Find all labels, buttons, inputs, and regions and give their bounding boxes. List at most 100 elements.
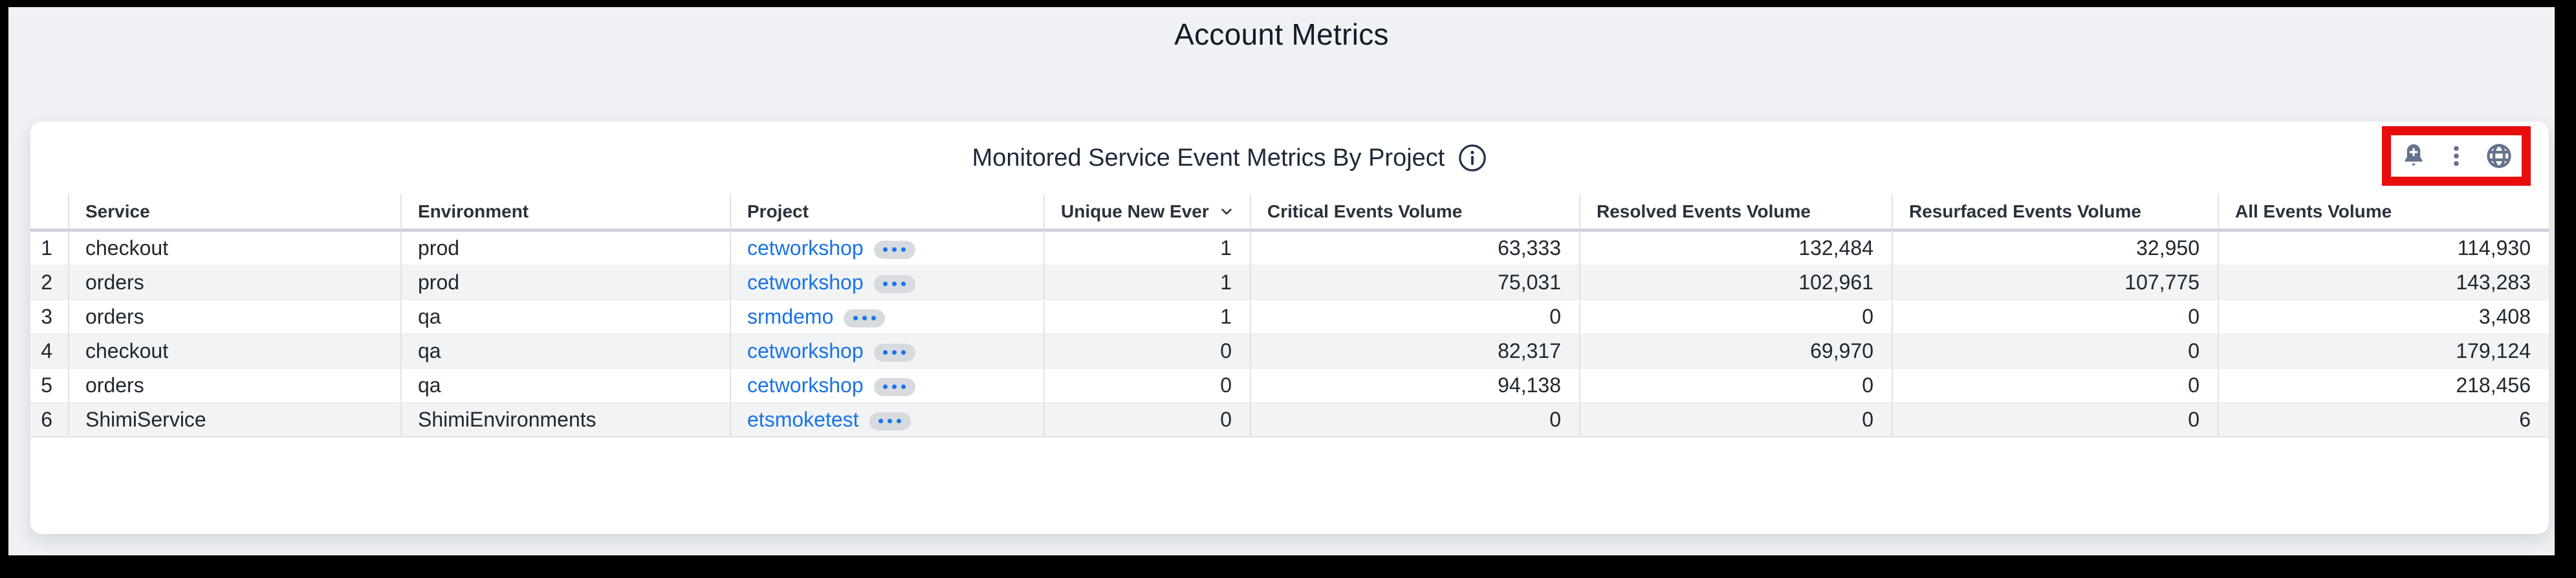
- column-label: Environment: [418, 201, 529, 221]
- ellipsis-pill[interactable]: [873, 343, 915, 362]
- cell-critical: 75,031: [1250, 266, 1579, 300]
- widget-header: Monitored Service Event Metrics By Proje…: [30, 122, 2549, 194]
- metrics-table: Service Environment Project Unique New Ever…: [30, 194, 2549, 438]
- column-label: Resurfaced Events Volume: [1909, 201, 2141, 221]
- cell-project: cetworkshop: [730, 335, 1043, 369]
- cell-resurfaced: 0: [1892, 335, 2218, 369]
- globe-button[interactable]: [2485, 142, 2513, 170]
- kebab-menu-icon: [2454, 146, 2459, 166]
- cell-unique: 1: [1043, 266, 1250, 300]
- widget-card: Monitored Service Event Metrics By Proje…: [30, 122, 2549, 534]
- cell-service: orders: [68, 369, 400, 403]
- cell-critical: 0: [1250, 403, 1579, 438]
- cell-project: cetworkshop: [730, 369, 1043, 403]
- cell-service: orders: [68, 300, 400, 335]
- ellipsis-pill[interactable]: [869, 412, 911, 430]
- cell-service: checkout: [68, 335, 400, 369]
- cell-environment: qa: [400, 335, 730, 369]
- cell-resolved: 0: [1579, 403, 1892, 438]
- ellipsis-pill[interactable]: [873, 274, 915, 293]
- column-header-project[interactable]: Project: [730, 194, 1043, 232]
- cell-unique: 0: [1043, 369, 1250, 403]
- column-label: Project: [747, 201, 809, 221]
- column-header-resurfaced[interactable]: Resurfaced Events Volume: [1892, 194, 2218, 232]
- cell-environment: qa: [400, 369, 730, 403]
- column-header-environment[interactable]: Environment: [400, 194, 730, 232]
- cell-unique: 1: [1043, 300, 1250, 335]
- column-label: Critical Events Volume: [1267, 201, 1463, 221]
- ellipsis-pill[interactable]: [873, 377, 915, 396]
- column-header-unique[interactable]: Unique New Ever: [1043, 194, 1250, 232]
- table-row: 6 ShimiService ShimiEnvironments etsmoketes…: [30, 403, 2549, 438]
- page-title: Account Metrics: [1174, 17, 1389, 51]
- project-link[interactable]: cetworkshop: [747, 339, 864, 362]
- globe-icon: [2487, 144, 2511, 168]
- cell-resurfaced: 0: [1892, 369, 2218, 403]
- column-header-critical[interactable]: Critical Events Volume: [1250, 194, 1579, 232]
- cell-environment: qa: [400, 300, 730, 335]
- project-link[interactable]: cetworkshop: [747, 271, 864, 294]
- cell-all: 3,408: [2218, 300, 2549, 335]
- column-label: Resolved Events Volume: [1597, 201, 1811, 221]
- bell-plus-icon: [2405, 144, 2423, 166]
- ellipsis-pill[interactable]: [873, 240, 915, 259]
- project-link[interactable]: srmdemo: [747, 305, 834, 328]
- cell-service: checkout: [68, 232, 400, 266]
- cell-critical: 63,333: [1250, 232, 1579, 266]
- column-header-all[interactable]: All Events Volume: [2218, 194, 2549, 232]
- cell-index: 4: [30, 335, 68, 369]
- table-row: 2 orders prod cetworkshop 1 75,031 102,961 107,…: [30, 266, 2549, 300]
- info-icon[interactable]: [1457, 143, 1487, 173]
- cell-all: 6: [2218, 403, 2549, 438]
- chevron-down-icon: [1221, 208, 1232, 215]
- cell-all: 114,930: [2218, 232, 2549, 266]
- ellipsis-pill[interactable]: [844, 309, 886, 328]
- cell-project: cetworkshop: [730, 232, 1043, 266]
- column-label: Unique New Ever: [1061, 201, 1209, 221]
- cell-unique: 0: [1043, 403, 1250, 438]
- project-link[interactable]: cetworkshop: [747, 236, 864, 260]
- table-row: 3 orders qa srmdemo 1 0 0 0 3,408: [30, 300, 2549, 335]
- project-link[interactable]: cetworkshop: [747, 373, 864, 397]
- cell-resurfaced: 107,775: [1892, 266, 2218, 300]
- table-row: 5 orders qa cetworkshop 0 94,138 0 0 218,456: [30, 369, 2549, 403]
- project-link[interactable]: etsmoketest: [747, 408, 859, 431]
- column-header-resolved[interactable]: Resolved Events Volume: [1579, 194, 1892, 232]
- cell-resolved: 132,484: [1579, 232, 1892, 266]
- cell-project: etsmoketest: [730, 403, 1043, 438]
- cell-index: 2: [30, 266, 68, 300]
- cell-project: cetworkshop: [730, 266, 1043, 300]
- cell-service: orders: [68, 266, 400, 300]
- cell-index: 3: [30, 300, 68, 335]
- column-header-service[interactable]: Service: [68, 194, 400, 232]
- cell-critical: 94,138: [1250, 369, 1579, 403]
- cell-service: ShimiService: [68, 403, 400, 438]
- cell-index: 6: [30, 403, 68, 438]
- cell-all: 179,124: [2218, 335, 2549, 369]
- cell-environment: prod: [400, 266, 730, 300]
- column-label: All Events Volume: [2235, 201, 2392, 221]
- table-row: 4 checkout qa cetworkshop 0 82,317 69,970 0 179,…: [30, 335, 2549, 369]
- cell-resurfaced: 0: [1892, 403, 2218, 438]
- cell-project: srmdemo: [730, 300, 1043, 335]
- widget-actions: [2399, 142, 2513, 170]
- widget-title: Monitored Service Event Metrics By Proje…: [972, 144, 1445, 172]
- cell-resolved: 102,961: [1579, 266, 1892, 300]
- annotation-highlight: [2382, 126, 2531, 186]
- cell-all: 218,456: [2218, 369, 2549, 403]
- cell-resurfaced: 32,950: [1892, 232, 2218, 266]
- add-alert-button[interactable]: [2399, 142, 2428, 170]
- column-label: Service: [85, 201, 150, 221]
- cell-unique: 1: [1043, 232, 1250, 266]
- cell-index: 1: [30, 232, 68, 266]
- dashboard-background: Account Metrics Monitored Service Event …: [8, 7, 2555, 555]
- cell-critical: 82,317: [1250, 335, 1579, 369]
- cell-resolved: 0: [1579, 300, 1892, 335]
- cell-environment: prod: [400, 232, 730, 266]
- kebab-menu-button[interactable]: [2442, 142, 2471, 170]
- cell-critical: 0: [1250, 300, 1579, 335]
- column-header-index[interactable]: [30, 194, 68, 232]
- cell-unique: 0: [1043, 335, 1250, 369]
- widget-title-wrap: Monitored Service Event Metrics By Proje…: [30, 122, 2429, 194]
- cell-all: 143,283: [2218, 266, 2549, 300]
